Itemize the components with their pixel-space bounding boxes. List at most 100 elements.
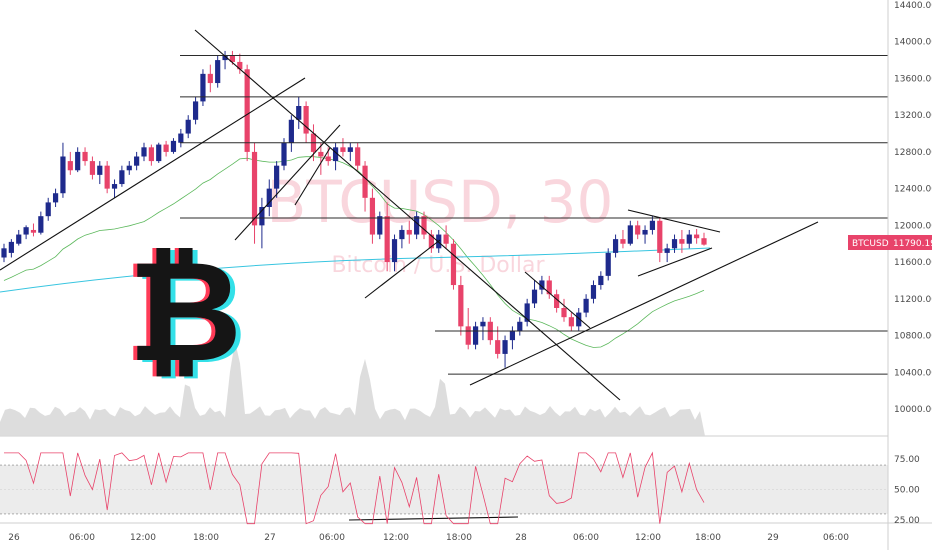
candle — [605, 248, 611, 281]
candle-body — [583, 298, 589, 313]
candle-body — [635, 225, 641, 235]
candle-body — [170, 140, 177, 152]
candle — [517, 317, 523, 336]
candle-body — [23, 227, 29, 235]
candle — [701, 232, 707, 246]
candle-body — [539, 280, 545, 290]
svg-text:₿: ₿ — [133, 233, 247, 396]
volume-area — [0, 341, 705, 436]
candle — [244, 64, 250, 162]
watermark-subtitle: Bitcoin / U.S. Dollar — [331, 253, 545, 278]
candle — [134, 151, 140, 171]
candle — [318, 142, 324, 175]
candle — [369, 188, 376, 244]
candle-body — [605, 252, 611, 276]
candle — [148, 144, 154, 166]
candle-body — [568, 317, 574, 327]
candle-body — [664, 248, 670, 253]
candle-body — [694, 234, 700, 239]
candle-body — [126, 165, 132, 171]
candle — [207, 64, 213, 93]
price-axis[interactable]: 10000.00 10400.00 10800.00 11200.00 11600.00… — [887, 0, 932, 550]
candle-body — [465, 326, 471, 345]
candle — [288, 115, 294, 152]
candle-body — [502, 340, 508, 354]
candle — [561, 298, 567, 322]
candle-body — [627, 225, 633, 244]
candle — [377, 211, 383, 240]
price-tick-label: 12000.00 — [894, 221, 932, 231]
candle — [75, 147, 81, 173]
candle — [347, 142, 353, 162]
price-tick-label: 10000.00 — [894, 405, 932, 415]
candle — [428, 229, 434, 253]
trend-line — [348, 516, 519, 521]
candle-body — [178, 133, 184, 143]
candle-body — [281, 142, 287, 166]
candle-body — [30, 229, 37, 233]
candle — [472, 321, 479, 350]
candle — [340, 138, 346, 157]
candle-body — [450, 243, 457, 286]
candle — [192, 96, 199, 125]
candle — [509, 326, 516, 350]
candle-body — [399, 229, 405, 240]
candle — [82, 147, 88, 166]
trend-line — [234, 124, 341, 241]
candle — [52, 188, 59, 207]
candle-body — [340, 147, 346, 152]
candle-body — [598, 275, 604, 286]
trend-line — [0, 77, 306, 271]
candle-body — [251, 151, 258, 226]
candle — [465, 308, 471, 350]
candle — [598, 271, 604, 290]
candle-body — [590, 285, 597, 299]
candle — [546, 275, 552, 299]
candle — [524, 298, 530, 327]
candle-body — [458, 285, 464, 327]
candle-body — [67, 161, 73, 171]
time-tick-label: 06:00 — [573, 533, 599, 543]
candle-body — [406, 229, 412, 235]
candle-body — [355, 147, 361, 166]
candle — [251, 142, 258, 244]
price-tick-label: 11600.00 — [894, 258, 932, 268]
trend-line — [524, 271, 591, 329]
candle-body — [620, 239, 626, 244]
candle-body — [443, 234, 449, 244]
time-tick-label: 06:00 — [319, 533, 345, 543]
candle — [583, 294, 589, 318]
price-tick-label: 13600.00 — [894, 74, 932, 84]
candle-body — [89, 161, 96, 175]
candle-body — [296, 106, 302, 120]
candle-body — [332, 147, 339, 162]
candle — [399, 225, 405, 249]
candle — [362, 161, 368, 212]
candle-body — [163, 144, 169, 152]
candle-body — [134, 156, 140, 166]
candle-body — [509, 330, 516, 341]
time-tick-label: 12:00 — [383, 533, 409, 543]
candle — [141, 142, 147, 162]
price-tick-label: 13200.00 — [894, 111, 932, 121]
time-tick-label: 12:00 — [130, 533, 156, 543]
time-axis[interactable]: 26 06:00 12:00 18:00 27 06:00 12:00 18:00 28 06:0… — [8, 533, 849, 543]
candle-body — [16, 234, 22, 244]
candle — [1, 243, 7, 263]
candle — [163, 140, 169, 157]
candle-body — [222, 55, 228, 61]
candle — [200, 69, 206, 106]
candle-body — [75, 151, 81, 171]
svg-text:₿: ₿ — [128, 231, 242, 394]
candle — [406, 220, 412, 244]
time-tick-label: 06:00 — [69, 533, 95, 543]
candle-body — [185, 119, 191, 134]
candle-body — [244, 69, 250, 152]
time-tick-label: 27 — [264, 533, 275, 543]
candle — [421, 211, 427, 240]
candle — [539, 275, 545, 295]
time-tick-label: 12:00 — [635, 533, 661, 543]
candle — [119, 165, 125, 187]
candle-body — [207, 73, 213, 84]
